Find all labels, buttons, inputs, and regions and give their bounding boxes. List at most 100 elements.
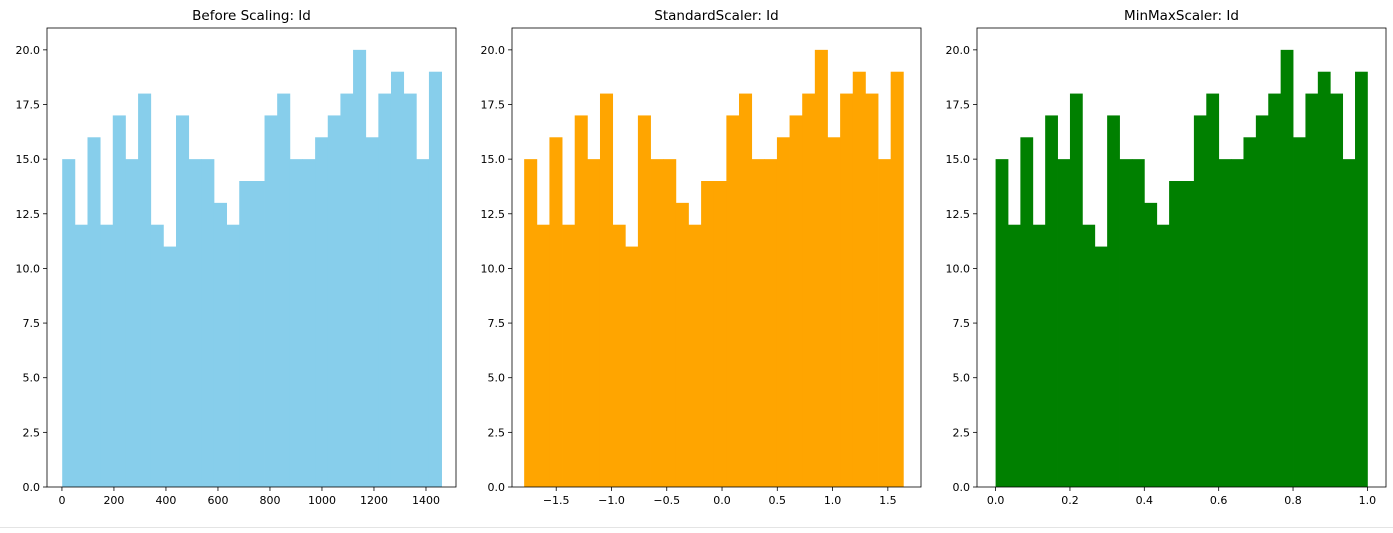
x-tick-label: 0.0	[987, 494, 1005, 507]
histogram-bar	[213, 202, 227, 487]
histogram-bar	[524, 159, 538, 487]
histogram-bar	[327, 115, 341, 487]
histogram-bar	[390, 71, 405, 487]
histogram-bar	[340, 93, 354, 488]
y-tick-label: 17.5	[946, 99, 971, 112]
x-tick-label: −1.0	[598, 494, 625, 507]
histogram-bar	[150, 224, 164, 487]
histogram-bar	[814, 49, 828, 487]
x-tick-label: 0.6	[1210, 494, 1228, 507]
histogram-bar	[1255, 115, 1269, 487]
y-tick-label: 15.0	[946, 153, 971, 166]
histogram-bar	[751, 159, 765, 487]
histogram-bar	[688, 224, 702, 487]
histogram-bar	[536, 224, 550, 487]
x-tick-label: 1.5	[879, 494, 897, 507]
y-tick-label: 7.5	[953, 317, 971, 330]
histogram-bar	[776, 137, 790, 488]
y-tick-label: 5.0	[23, 372, 41, 385]
histogram-bar	[1057, 159, 1071, 487]
histogram-bar	[353, 49, 367, 487]
histogram-bar	[1293, 137, 1306, 488]
histogram-bar	[428, 71, 442, 487]
y-tick-label: 7.5	[488, 317, 506, 330]
x-tick-label: 0.0	[713, 494, 731, 507]
histogram-bar	[201, 159, 215, 487]
y-tick-label: 20.0	[481, 44, 506, 57]
histogram-bar	[277, 93, 291, 488]
y-tick-label: 7.5	[23, 317, 41, 330]
y-tick-label: 12.5	[481, 208, 506, 221]
histogram-bar	[1317, 71, 1331, 487]
histogram-bar	[840, 93, 854, 488]
x-tick-label: 0.5	[769, 494, 787, 507]
y-tick-label: 17.5	[16, 99, 41, 112]
histogram-bar	[1355, 71, 1368, 487]
histogram-bar	[1032, 224, 1046, 487]
histogram-bar	[1231, 159, 1244, 487]
chart-title: Before Scaling: Id	[192, 8, 311, 24]
y-tick-label: 5.0	[488, 372, 506, 385]
histogram-bar	[1181, 181, 1195, 487]
chart-panel-1: 0 200 400 600 800 1000 1200 1400 0.0 2.5 5.0 7.5 10.…	[16, 8, 457, 507]
histogram-bar	[100, 224, 114, 487]
histogram-bar	[802, 93, 816, 488]
histogram-bar	[1268, 93, 1282, 488]
histogram-bar	[1082, 224, 1096, 487]
histogram-bar	[1069, 93, 1083, 488]
x-tick-label: 1000	[308, 494, 336, 507]
chart-title: MinMaxScaler: Id	[1124, 8, 1239, 24]
x-tick-label: 800	[259, 494, 280, 507]
histogram-bar	[365, 137, 379, 488]
histogram-bar	[1342, 159, 1356, 487]
x-tick-label: −1.5	[543, 494, 570, 507]
histogram-bar	[315, 137, 329, 488]
y-tick-label: 15.0	[481, 153, 506, 166]
y-tick-label: 2.5	[488, 426, 506, 439]
axes-frame	[46, 27, 457, 488]
y-tick-label: 10.0	[481, 262, 506, 275]
histogram-bar	[1144, 202, 1158, 487]
histogram-bar	[650, 159, 664, 487]
histogram-bar	[226, 224, 240, 487]
histogram-bar	[112, 115, 126, 487]
histogram-bar	[1330, 93, 1344, 488]
histogram-bar	[74, 224, 88, 487]
histogram-bar	[163, 246, 177, 487]
y-tick-label: 0.0	[953, 481, 971, 494]
histogram-bar	[1131, 159, 1145, 487]
histogram-bar	[138, 93, 152, 488]
histogram-bar	[1094, 246, 1108, 487]
histogram-bar	[625, 246, 639, 487]
x-tick-label: 0	[58, 494, 65, 507]
histogram-bar	[1119, 159, 1133, 487]
histogram-bar	[549, 137, 563, 488]
histogram-bar	[878, 159, 892, 487]
y-tick-label: 2.5	[23, 426, 41, 439]
axes-frame	[976, 27, 1387, 488]
histogram-bar	[403, 93, 417, 488]
histogram-bar	[1280, 49, 1294, 487]
histogram-bar	[789, 115, 803, 487]
histogram-bar	[827, 137, 841, 488]
chart-title: StandardScaler: Id	[654, 8, 778, 24]
histogram-bar	[1243, 137, 1257, 488]
histogram-bar	[562, 224, 576, 487]
x-tick-label: 200	[103, 494, 124, 507]
x-tick-label: 0.2	[1061, 494, 1079, 507]
histogram-bar	[176, 115, 190, 487]
histogram-bar	[251, 181, 265, 487]
histogram-bar	[125, 159, 139, 487]
histogram-bar	[739, 93, 753, 488]
histogram-bar	[1193, 115, 1207, 487]
histogram-bar	[764, 159, 778, 487]
y-tick-label: 12.5	[16, 208, 41, 221]
x-tick-label: 1.0	[824, 494, 842, 507]
histogram-bar	[87, 137, 101, 488]
histogram-bar	[62, 159, 76, 487]
histogram-bar	[1169, 181, 1182, 487]
y-tick-label: 15.0	[16, 153, 41, 166]
y-tick-label: 2.5	[953, 426, 971, 439]
histogram-bar	[599, 93, 614, 488]
